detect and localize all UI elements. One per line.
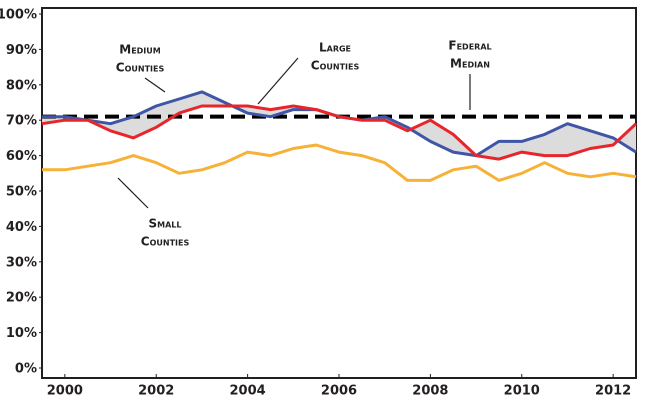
- leader-line: [144, 77, 166, 93]
- annotation-layer: Medium Counties Large Counties Federal Median…: [116, 39, 492, 249]
- series-line: [41, 104, 638, 161]
- x-tick-label: 2000: [47, 384, 83, 399]
- plot-layer: 0% 10% 20% 30% 40% 50% 60% 70% 80% 90% 100% 2000 200…: [0, 8, 638, 399]
- leader-line: [117, 177, 149, 209]
- y-tick-label: 80%: [6, 78, 37, 93]
- x-tick-label: 2004: [230, 384, 266, 399]
- annotation: Counties: [141, 235, 190, 249]
- x-tick-label: 2008: [412, 384, 448, 399]
- y-tick-label: 40%: [6, 220, 37, 235]
- y-tick-label: 100%: [0, 8, 37, 23]
- leader-line: [257, 57, 299, 105]
- y-tick-label: 70%: [6, 114, 37, 129]
- annotation: Median: [450, 57, 490, 71]
- annotation: Counties: [311, 59, 360, 73]
- y-tick-label: 50%: [6, 185, 37, 200]
- annotation: Medium: [119, 43, 161, 57]
- y-tick-label: 90%: [6, 43, 37, 58]
- x-tick-label: 2010: [504, 384, 540, 399]
- annotation: Large: [319, 41, 351, 55]
- plot-frame: [41, 7, 637, 379]
- y-tick-label: 60%: [6, 149, 37, 164]
- series-line: [42, 143, 637, 182]
- y-tick-label: 30%: [6, 255, 37, 270]
- y-tick-label: 0%: [15, 362, 37, 377]
- y-tick-label: 20%: [6, 291, 37, 306]
- annotation: Federal: [448, 39, 491, 53]
- annotation: Counties: [116, 61, 165, 75]
- x-tick-label: 2006: [321, 384, 357, 399]
- annotation: Small: [149, 217, 182, 231]
- x-tick-label: 2012: [595, 384, 631, 399]
- y-tick-label: 10%: [6, 326, 37, 341]
- x-tick-label: 2002: [138, 384, 174, 399]
